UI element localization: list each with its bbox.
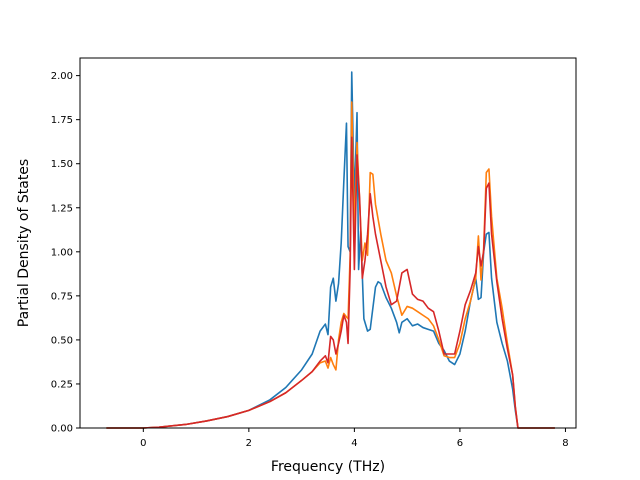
x-axis-ticks: 0 2 4 6 8 [140, 428, 569, 449]
x-tick-label: 0 [140, 438, 146, 449]
y-axis-label: Partial Density of States [16, 159, 32, 327]
x-tick-label: 6 [457, 438, 463, 449]
x-tick-label: 8 [562, 438, 568, 449]
y-tick-label: 0.00 [51, 424, 73, 435]
y-tick-label: 1.25 [51, 203, 73, 214]
y-tick-label: 1.50 [51, 159, 73, 170]
y-tick-label: 2.00 [51, 71, 73, 82]
x-tick-label: 2 [246, 438, 252, 449]
y-tick-label: 1.75 [51, 115, 73, 126]
plot-area [106, 71, 555, 429]
y-tick-label: 0.75 [51, 291, 73, 302]
series-line-3 [106, 136, 555, 429]
axes-frame [79, 57, 577, 429]
y-tick-label: 0.25 [51, 379, 73, 390]
x-axis-label: Frequency (THz) [271, 459, 385, 475]
y-axis-ticks: 0.00 0.25 0.50 0.75 1.00 1.25 1.50 1.75 2.00 [51, 71, 80, 435]
y-tick-label: 0.50 [51, 335, 73, 346]
y-tick-label: 1.00 [51, 247, 73, 258]
x-tick-label: 4 [351, 438, 357, 449]
